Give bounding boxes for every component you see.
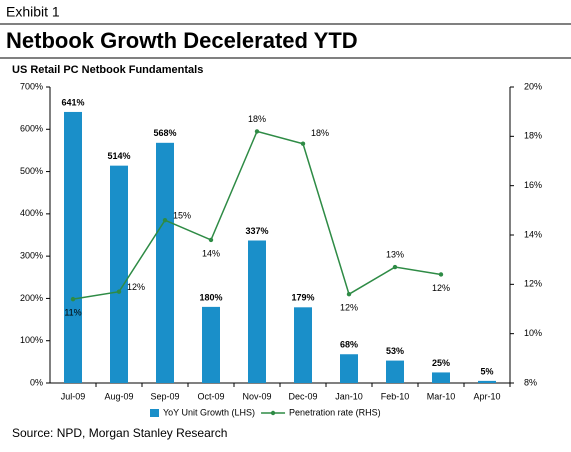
legend-label: YoY Unit Growth (LHS): [163, 407, 255, 417]
line-value-label: 15%: [173, 211, 191, 221]
line-value-label: 18%: [248, 114, 266, 124]
y2-tick-label: 14%: [524, 229, 542, 239]
bar-value-label: 641%: [61, 97, 84, 107]
y2-tick-label: 10%: [524, 328, 542, 338]
bar-value-label: 337%: [245, 226, 268, 236]
chart-subtitle: US Retail PC Netbook Fundamentals: [12, 64, 203, 76]
bar: [110, 165, 128, 383]
bar-value-label: 25%: [432, 358, 450, 368]
line-point: [392, 264, 398, 270]
bar-value-label: 568%: [153, 128, 176, 138]
legend-swatch: [150, 409, 159, 417]
bar-value-label: 68%: [340, 340, 358, 350]
line-value-label: 12%: [127, 282, 145, 292]
bar: [156, 142, 174, 383]
line-point: [116, 289, 122, 294]
line-value-label: 13%: [386, 249, 404, 259]
bar: [294, 307, 312, 383]
x-tick-label: Jul-09: [61, 391, 86, 401]
bar: [340, 354, 358, 383]
x-tick-label: Aug-09: [104, 391, 133, 401]
bar: [248, 240, 266, 383]
y2-tick-label: 18%: [524, 131, 542, 141]
bar-value-label: 180%: [199, 292, 222, 302]
y-tick-label: 400%: [20, 208, 43, 218]
y-tick-label: 500%: [20, 166, 43, 176]
line-value-label: 14%: [202, 248, 220, 258]
bar-value-label: 179%: [291, 293, 314, 303]
line-point: [70, 296, 76, 302]
line-point: [438, 272, 444, 277]
y-tick-label: 0%: [30, 377, 43, 387]
source: Source: NPD, Morgan Stanley Research: [12, 426, 227, 440]
line-point: [300, 141, 306, 146]
y-tick-label: 200%: [20, 293, 43, 303]
exhibit-label: Exhibit 1: [6, 4, 60, 20]
line-point: [254, 129, 260, 134]
line-value-label: 18%: [311, 128, 329, 138]
bar: [386, 360, 404, 383]
y-tick-label: 100%: [20, 335, 43, 345]
x-tick-label: Dec-09: [288, 391, 317, 401]
x-tick-label: Jan-10: [335, 391, 363, 401]
x-tick-label: Sep-09: [150, 391, 179, 401]
y2-tick-label: 20%: [524, 81, 542, 91]
line-value-label: 12%: [340, 303, 358, 313]
x-tick-label: Oct-09: [197, 391, 224, 401]
bar: [432, 372, 450, 383]
y-tick-label: 700%: [20, 81, 43, 91]
x-tick-label: Feb-10: [381, 391, 410, 401]
bar-value-label: 5%: [480, 366, 493, 376]
bar: [478, 380, 496, 383]
y-tick-label: 600%: [20, 124, 43, 134]
legend-label: Penetration rate (RHS): [289, 407, 381, 417]
line-value-label: 11%: [64, 308, 81, 318]
line-point: [208, 237, 214, 243]
y2-tick-label: 12%: [524, 279, 542, 289]
bar: [64, 111, 82, 383]
y2-tick-label: 16%: [524, 180, 542, 190]
line-value-label: 12%: [432, 283, 450, 293]
line-point: [162, 218, 168, 223]
x-tick-label: Mar-10: [427, 391, 456, 401]
bar-value-label: 53%: [386, 346, 404, 356]
y2-tick-label: 8%: [524, 377, 537, 387]
x-tick-label: Apr-10: [473, 391, 500, 401]
y-tick-label: 300%: [20, 251, 43, 261]
legend-swatch: [270, 410, 276, 416]
bar-value-label: 514%: [107, 151, 130, 161]
bar: [202, 306, 220, 383]
x-tick-label: Nov-09: [242, 391, 271, 401]
line-point: [346, 292, 352, 297]
chart-title: Netbook Growth Decelerated YTD: [6, 28, 358, 53]
